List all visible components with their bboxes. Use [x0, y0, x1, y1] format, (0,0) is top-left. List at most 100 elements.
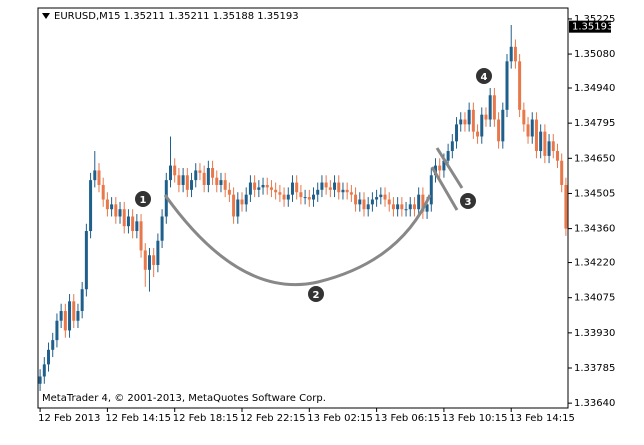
candle-body	[152, 255, 156, 265]
candle-body	[404, 209, 408, 211]
candle-body	[51, 340, 55, 350]
candles	[38, 24, 568, 392]
candle-body	[375, 197, 379, 200]
candle-body	[534, 119, 538, 152]
annotation-label: 2	[313, 290, 320, 301]
x-tick-label: 12 Feb 14:15	[105, 413, 171, 424]
annotation-badge	[476, 68, 492, 84]
candle-body	[480, 114, 484, 137]
candle-body	[522, 109, 526, 125]
y-tick-label: 1.34360	[574, 224, 615, 235]
candle-body	[328, 187, 332, 190]
menu-arrow	[42, 13, 50, 19]
candle-body	[274, 189, 278, 193]
y-tick-label: 1.33930	[574, 328, 615, 339]
x-tick-label: 13 Feb 14:15	[509, 413, 575, 424]
candle-body	[299, 192, 303, 198]
candle-body	[518, 61, 522, 110]
y-tick-label: 1.34075	[574, 293, 615, 304]
candle-body	[63, 311, 67, 331]
channel-line	[430, 166, 459, 211]
candle-body	[324, 182, 328, 188]
candle-body	[429, 175, 433, 205]
x-tick-label: 13 Feb 02:15	[307, 413, 373, 424]
candle-body	[425, 204, 429, 212]
x-tick-label: 12 Feb 18:15	[173, 413, 239, 424]
candle-body	[147, 255, 151, 270]
candle-body	[312, 194, 316, 200]
candle-body	[362, 199, 366, 210]
candle-body	[72, 301, 76, 321]
candle-body	[341, 189, 345, 193]
candle-body	[261, 184, 265, 188]
candle-body	[442, 160, 446, 171]
candle-body	[467, 109, 471, 125]
candle-body	[412, 204, 416, 210]
candle-body	[526, 124, 530, 137]
candle-body	[316, 189, 320, 195]
candle-body	[333, 182, 337, 190]
candle-body	[539, 131, 543, 152]
candle-body	[295, 182, 299, 193]
y-tick-label: 1.33640	[574, 398, 615, 409]
candle-body	[455, 124, 459, 142]
candle-body	[122, 209, 126, 227]
candle-body	[345, 189, 349, 193]
candle-body	[547, 141, 551, 156]
candle-body	[156, 240, 160, 265]
candle-body	[160, 216, 164, 241]
candle-body	[131, 216, 135, 232]
cup-curve	[163, 194, 432, 287]
candle-body	[286, 194, 290, 200]
candle-body	[223, 180, 227, 190]
candle-body	[446, 151, 450, 161]
annotation-badge	[460, 193, 476, 209]
candle-body	[265, 184, 269, 188]
candle-body	[185, 175, 189, 190]
candle-body	[211, 168, 215, 178]
candle-body	[555, 151, 559, 161]
candle-body	[194, 170, 198, 181]
candle-body	[320, 182, 324, 190]
candle-body	[110, 204, 114, 210]
channel-line	[435, 147, 464, 189]
x-tick-label: 13 Feb 10:15	[442, 413, 508, 424]
footer: MetaTrader 4, © 2001-2013, MetaQuotes So…	[42, 393, 326, 404]
candle-body	[354, 194, 358, 205]
candle-body	[114, 204, 118, 217]
candle-body	[408, 204, 412, 210]
candle-body	[55, 320, 59, 341]
candle-body	[118, 209, 122, 217]
candle-body	[459, 119, 463, 125]
candle-body	[303, 197, 307, 199]
candle-body	[76, 311, 80, 321]
candle-body	[177, 175, 181, 185]
y-tick-label: 1.34505	[574, 188, 615, 199]
candle-body	[232, 194, 236, 217]
candle-body	[47, 349, 51, 365]
candle-body	[463, 119, 467, 125]
x-tick-label: 12 Feb 2013	[38, 413, 100, 424]
candle-body	[93, 170, 97, 181]
candle-body	[417, 194, 421, 210]
x-tick-label: 13 Feb 06:15	[375, 413, 441, 424]
candle-body	[89, 180, 93, 232]
candle-body	[290, 182, 294, 195]
y-tick-label: 1.34795	[574, 118, 615, 129]
candle-body	[139, 221, 143, 251]
candle-body	[236, 199, 240, 217]
candle-body	[337, 182, 341, 193]
candle-body	[202, 172, 206, 185]
candle-body	[370, 199, 374, 205]
candle-body	[173, 165, 177, 176]
candle-body	[551, 141, 555, 152]
candle-body	[248, 182, 252, 195]
candle-body	[358, 199, 362, 205]
chart-title: EURUSD,M15 1.35211 1.35211 1.35188 1.351…	[54, 11, 299, 22]
candle-body	[135, 221, 139, 232]
candle-body	[396, 204, 400, 210]
annotation-badge	[135, 191, 151, 207]
candle-body	[42, 364, 46, 377]
y-tick-label: 1.35080	[574, 49, 615, 60]
